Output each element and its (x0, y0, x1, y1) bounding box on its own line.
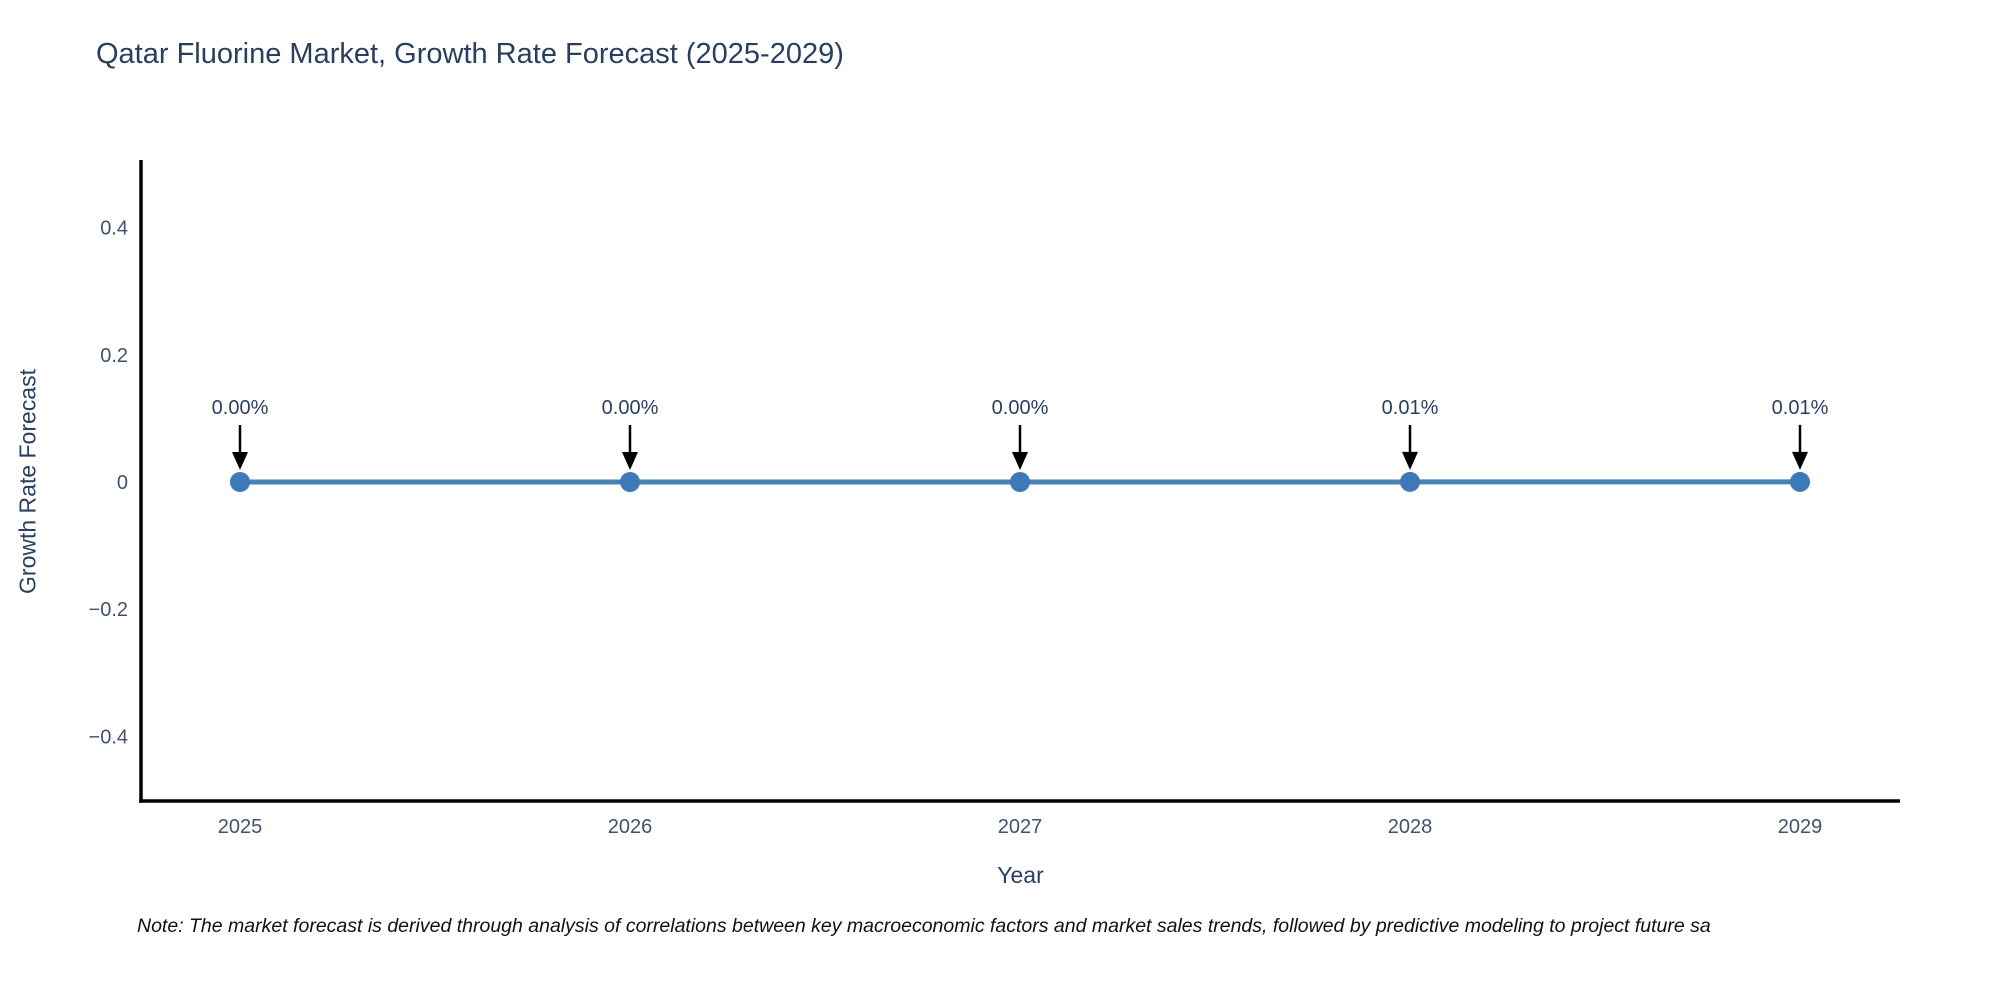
y-tick-label: 0.4 (100, 218, 128, 240)
annotation-arrow-head (1402, 451, 1418, 470)
annotation-arrow-head (1012, 452, 1028, 470)
y-tick-label: 0 (117, 472, 128, 494)
x-tick-label: 2025 (218, 816, 263, 838)
x-tick-label: 2026 (608, 816, 653, 838)
x-tick-label: 2029 (1778, 816, 1823, 838)
point-annotation-label: 0.01% (1772, 397, 1829, 419)
y-tick-label: −0.4 (89, 726, 128, 748)
point-annotation-label: 0.01% (1382, 397, 1439, 419)
point-annotation-label: 0.00% (212, 397, 269, 419)
data-point-marker (1400, 471, 1420, 492)
annotation-arrow-head (232, 452, 248, 470)
point-annotation-label: 0.00% (992, 397, 1049, 419)
annotation-arrow-head (622, 452, 638, 470)
x-axis-title: Year (997, 862, 1044, 888)
data-point-marker (1010, 472, 1030, 492)
y-tick-label: −0.2 (89, 599, 128, 621)
x-tick-label: 2027 (998, 816, 1043, 838)
data-point-marker (1790, 471, 1810, 492)
chart-title: Qatar Fluorine Market, Growth Rate Forec… (96, 38, 844, 70)
data-point-marker (230, 472, 250, 492)
y-tick-label: 0.2 (100, 345, 128, 367)
footnote: Note: The market forecast is derived thr… (137, 915, 1711, 937)
x-tick-label: 2028 (1388, 816, 1433, 838)
point-annotation-label: 0.00% (602, 397, 659, 419)
annotation-arrow-head (1792, 451, 1808, 470)
data-point-marker (620, 472, 640, 492)
